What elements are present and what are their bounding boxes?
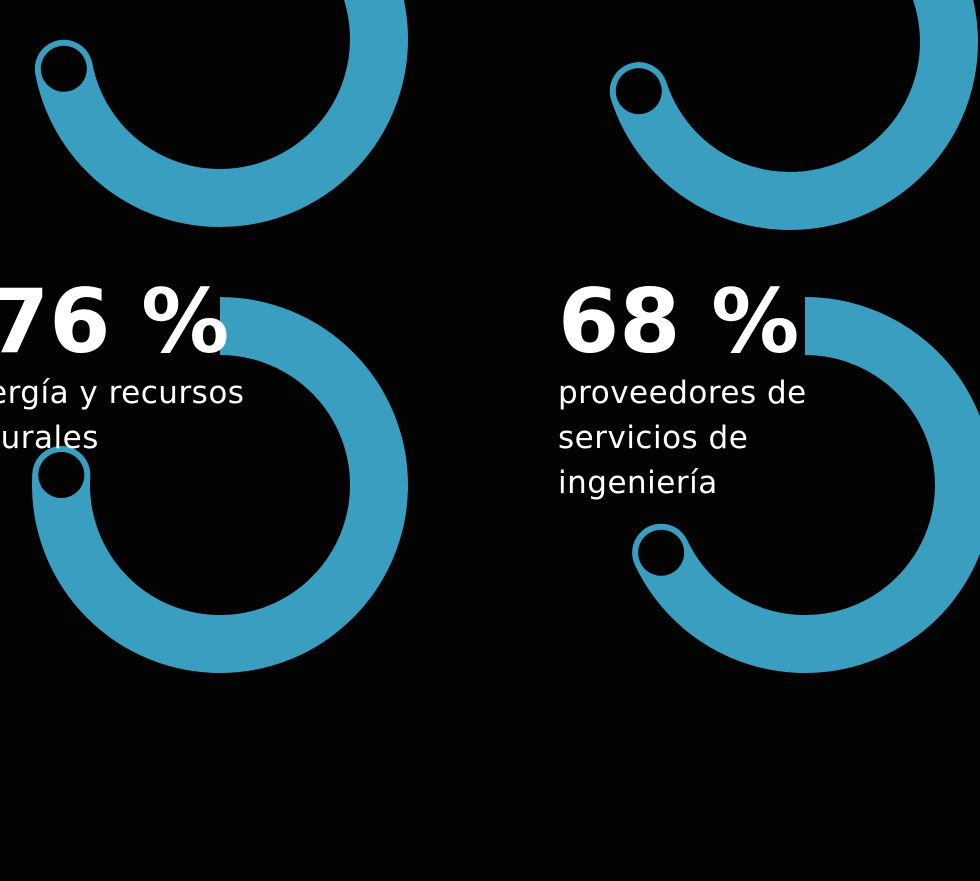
progress-arc: [35, 0, 408, 227]
progress-arc: [634, 297, 980, 673]
item-label: ergía y recursos: [0, 375, 244, 411]
arc-end-dot: [638, 529, 685, 576]
item-label: ingeniería: [558, 465, 718, 501]
item-label: servicios de: [558, 420, 748, 456]
arc-end-dot: [38, 452, 85, 499]
arc-end-dot: [615, 68, 662, 115]
arc-end-dot: [40, 45, 87, 92]
item-label: turales: [0, 420, 99, 456]
percent-value: 76 %: [0, 270, 229, 373]
progress-arc: [32, 297, 408, 673]
percent-value: 68 %: [558, 270, 799, 373]
progress-arc: [611, 0, 978, 230]
item-label: proveedores de: [558, 375, 807, 411]
